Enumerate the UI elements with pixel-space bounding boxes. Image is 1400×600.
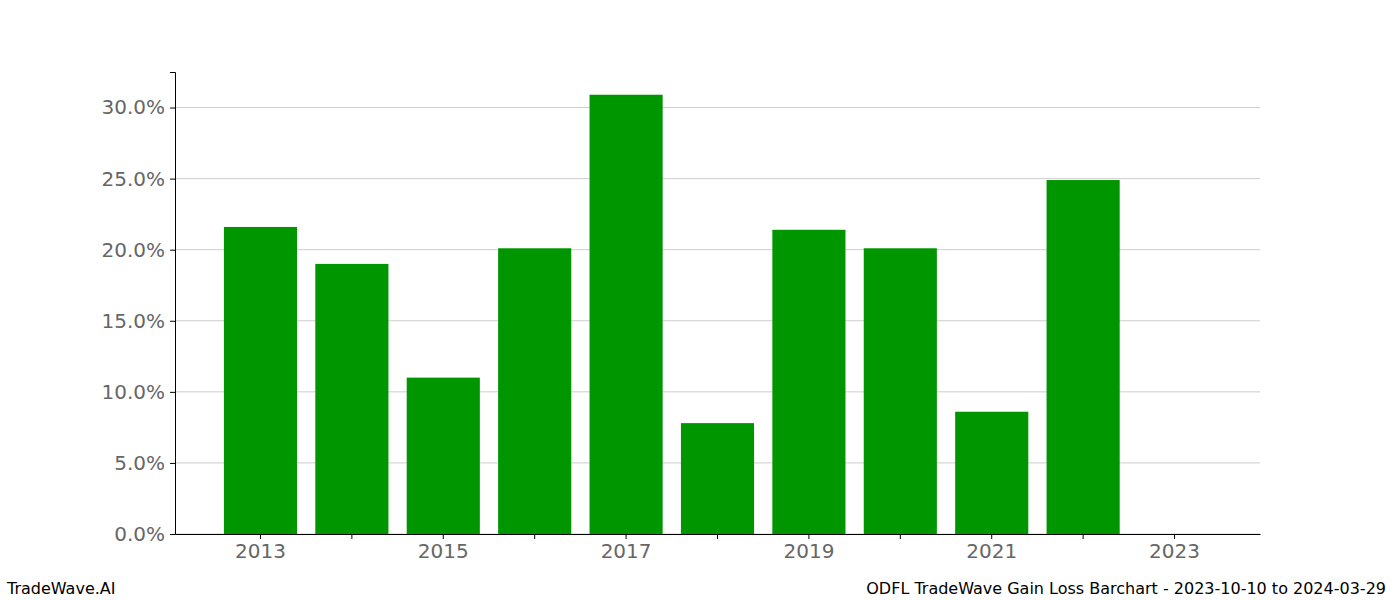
grid-line — [175, 107, 1260, 108]
x-tick-mark — [717, 534, 718, 539]
bars — [224, 95, 1120, 534]
x-tick-label: 2019 — [783, 539, 834, 563]
y-tick-mark — [170, 463, 175, 464]
y-tick-mark — [170, 108, 175, 109]
x-tick-label: 2013 — [235, 539, 286, 563]
x-tick: 2021 — [966, 534, 1017, 563]
bar — [681, 423, 754, 534]
y-tick-label: 5.0% — [114, 451, 165, 475]
x-tick-label: 2023 — [1149, 539, 1200, 563]
y-tick: 30.0% — [101, 95, 175, 119]
bar — [1047, 180, 1120, 534]
x-tick — [351, 534, 352, 539]
y-tick-label: 10.0% — [101, 380, 165, 404]
y-tick-label: 20.0% — [101, 238, 165, 262]
y-tick-mark — [170, 250, 175, 251]
x-tick-mark — [351, 534, 352, 539]
y-tick-label: 15.0% — [101, 309, 165, 333]
grid-line — [175, 178, 1260, 179]
bar — [224, 227, 297, 534]
y-tick-label: 25.0% — [101, 167, 165, 191]
y-tick: 5.0% — [114, 451, 175, 475]
y-tick: 20.0% — [101, 238, 175, 262]
x-axis: 2013 2015 2017 2019 2021 2023 — [176, 534, 1261, 563]
x-tick-label: 2021 — [966, 539, 1017, 563]
x-tick: 2015 — [418, 534, 469, 563]
y-tick: 0.0% — [114, 522, 175, 546]
y-axis: 0.0% 5.0% 10.0% 15.0% 20.0% 25.0% 30.0% — [101, 73, 175, 546]
y-tick-mark — [170, 534, 175, 535]
y-axis-line — [170, 73, 176, 535]
x-tick: 2023 — [1149, 534, 1200, 563]
x-tick-label: 2017 — [601, 539, 652, 563]
bar — [498, 248, 571, 534]
y-tick: 15.0% — [101, 309, 175, 333]
bar — [955, 412, 1028, 534]
x-tick — [717, 534, 718, 539]
y-tick-label: 30.0% — [101, 95, 165, 119]
x-tick-label: 2015 — [418, 539, 469, 563]
source: TradeWave.AI — [6, 579, 115, 598]
x-tick — [900, 534, 901, 539]
bar — [864, 248, 937, 534]
y-tick-mark — [170, 179, 175, 180]
y-tick: 10.0% — [101, 380, 175, 404]
y-tick-label: 0.0% — [114, 522, 165, 546]
x-tick: 2019 — [783, 534, 834, 563]
x-tick — [534, 534, 535, 539]
x-tick-mark — [1083, 534, 1084, 539]
bar — [590, 95, 663, 534]
x-tick: 2013 — [235, 534, 286, 563]
grid — [175, 108, 1260, 534]
x-tick-mark — [900, 534, 901, 539]
x-tick — [1083, 534, 1084, 539]
x-tick: 2017 — [601, 534, 652, 563]
chart: 0.0%5.0%10.0%15.0%20.0%25.0%30.0%2013201… — [0, 0, 1400, 600]
bar — [407, 378, 480, 534]
bar — [315, 264, 388, 534]
y-tick-mark — [170, 321, 175, 322]
bar — [772, 230, 845, 534]
title: ODFL TradeWave Gain Loss Barchart - 2023… — [866, 579, 1386, 598]
y-tick-mark — [170, 392, 175, 393]
y-tick: 25.0% — [101, 167, 175, 191]
x-tick-mark — [534, 534, 535, 539]
